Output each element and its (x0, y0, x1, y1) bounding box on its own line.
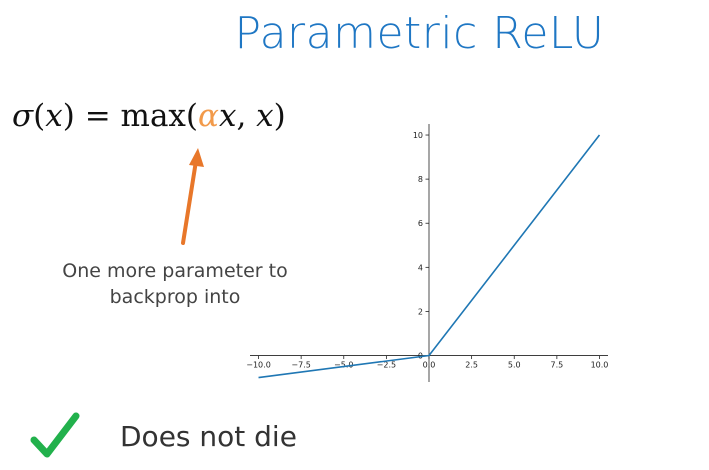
x-tick-label: −2.5 (377, 361, 396, 370)
formula-comma: , (236, 98, 257, 134)
x-tick-label: 5.0 (508, 361, 521, 370)
bullet-does-not-die: Does not die (120, 420, 297, 453)
formula-arg1-var: x (218, 98, 237, 134)
formula-alpha: α (198, 98, 219, 134)
x-tick-label: −7.5 (291, 361, 310, 370)
formula-lhs-close: ) = (62, 98, 121, 134)
annotation-note: One more parameter to backprop into (30, 258, 320, 310)
x-tick-label: 0.0 (423, 361, 436, 370)
prelu-formula: σ(x) = max(αx, x) (12, 98, 286, 134)
formula-lhs-open: ( (33, 98, 46, 134)
slide-title: Parametric ReLU (234, 8, 605, 59)
prelu-series-line (258, 134, 601, 379)
annotation-line-1: One more parameter to (62, 260, 288, 282)
x-tick-label: −10.0 (246, 361, 271, 370)
x-tick-label: 10.0 (591, 361, 609, 370)
x-tick-label: −5.0 (334, 361, 353, 370)
y-tick-label: 6 (418, 219, 423, 228)
y-tick-label: 8 (418, 175, 423, 184)
formula-max: max( (120, 98, 199, 134)
annotation-line-2: backprop into (109, 286, 241, 308)
y-tick-label: 4 (418, 263, 423, 272)
formula-sigma: σ (12, 98, 34, 134)
y-tick-label: 10 (413, 131, 423, 140)
formula-close: ) (273, 98, 286, 134)
x-tick-label: 7.5 (550, 361, 563, 370)
formula-lhs-var: x (45, 98, 63, 134)
formula-arg2-var: x (256, 98, 274, 134)
arrow-up-icon (181, 148, 204, 245)
x-tick-label: 2.5 (465, 361, 478, 370)
check-icon (30, 412, 80, 458)
y-tick-label: 2 (418, 307, 423, 316)
